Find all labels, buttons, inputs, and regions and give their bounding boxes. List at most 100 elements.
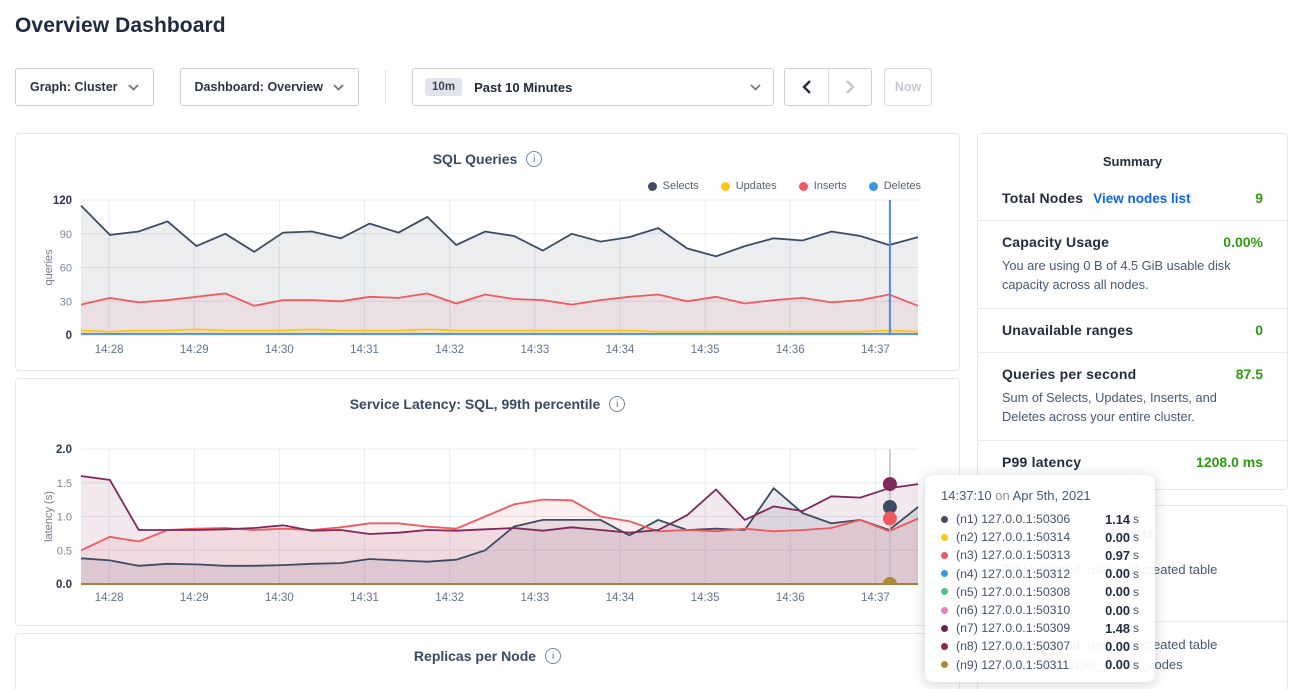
tooltip-node-row: (n9) 127.0.0.1:50311 0.00 s	[941, 656, 1139, 674]
y-tick-label: 60	[60, 263, 72, 275]
node-color-dot	[941, 606, 948, 614]
legend-item-selects[interactable]: Selects	[647, 180, 699, 192]
tooltip-node-value: 1.48	[1105, 620, 1130, 636]
y-tick-label: 2.0	[56, 444, 72, 456]
sql-queries-chart[interactable]: 14:28 14:29 14:30 14:31 14:32 14:33 14:34 14:35…	[16, 188, 961, 366]
service-latency-chart[interactable]: 14:28 14:29 14:30 14:31 14:32 14:33 14:34 14:35…	[16, 439, 961, 621]
legend-color-dot	[798, 181, 808, 191]
x-tick-label: 14:28	[95, 592, 124, 604]
tooltip-node-row: (n4) 127.0.0.1:50312 0.00 s	[941, 565, 1139, 583]
node-color-dot	[941, 624, 948, 632]
legend-item-updates[interactable]: Updates	[720, 180, 777, 192]
tooltip-node-row: (n2) 127.0.0.1:50314 0.00 s	[941, 528, 1139, 546]
tooltip-node-label: (n6) 127.0.0.1:50310	[956, 603, 1071, 618]
tooltip-node-unit: s	[1133, 548, 1139, 563]
tooltip-node-label: (n3) 127.0.0.1:50313	[956, 548, 1071, 563]
tooltip-node-row: (n5) 127.0.0.1:50308 0.00 s	[941, 583, 1139, 601]
x-tick-label: 14:37	[861, 344, 890, 356]
tooltip-node-unit: s	[1133, 530, 1139, 545]
summary-item-value: 1208.0 ms	[1196, 454, 1263, 471]
tooltip-node-value: 0.00	[1105, 529, 1130, 545]
view-nodes-list-link[interactable]: View nodes list	[1093, 191, 1191, 206]
series-line	[80, 204, 919, 258]
summary-item: P99 latency 1208.0 ms	[978, 440, 1287, 484]
chart-title: Replicas per Node	[413, 648, 537, 664]
x-tick-label: 14:35	[691, 592, 720, 604]
time-range-selector[interactable]: 10m Past 10 Minutes	[412, 68, 775, 106]
hover-data-dot	[882, 577, 897, 584]
chevron-down-icon	[333, 83, 344, 91]
summary-item-label: P99 latency	[1002, 454, 1082, 471]
hover-data-dot	[882, 500, 897, 515]
x-tick-label: 14:31	[350, 592, 379, 604]
node-color-dot	[941, 551, 948, 559]
node-color-dot	[941, 533, 948, 541]
x-tick-label: 14:35	[691, 344, 720, 356]
tooltip-node-unit: s	[1133, 566, 1139, 581]
summary-item: Capacity Usage 0.00% You are using 0 B of …	[978, 220, 1287, 308]
graph-dropdown[interactable]: Graph: Cluster	[15, 68, 154, 106]
series-line	[80, 328, 919, 333]
tooltip-node-value: 0.00	[1105, 602, 1130, 618]
x-tick-label: 14:32	[435, 344, 464, 356]
y-axis-label: latency (s)	[43, 491, 55, 542]
next-time-button[interactable]	[828, 69, 872, 105]
legend-color-dot	[868, 181, 878, 191]
x-tick-label: 14:28	[95, 344, 124, 356]
y-tick-label: 120	[53, 195, 72, 207]
chevron-down-icon	[127, 83, 139, 91]
tooltip-node-unit: s	[1133, 584, 1139, 599]
dashboard-dropdown[interactable]: Dashboard: Overview	[179, 68, 360, 106]
tooltip-node-unit: s	[1133, 639, 1139, 654]
summary-item-label: Total Nodes	[1002, 190, 1084, 206]
legend-item-deletes[interactable]: Deletes	[868, 180, 921, 192]
dashboard-dropdown-label: Dashboard: Overview	[194, 80, 324, 94]
summary-item-label: Unavailable ranges	[1002, 322, 1134, 339]
tooltip-node-row: (n3) 127.0.0.1:50313 0.97 s	[941, 546, 1139, 564]
time-range-badge: 10m	[425, 78, 463, 96]
now-button[interactable]: Now	[884, 68, 933, 106]
summary-item-value: 0.00%	[1223, 234, 1263, 250]
dashboard-controls: Graph: Cluster Dashboard: Overview 10m P…	[15, 68, 933, 106]
tooltip-node-label: (n9) 127.0.0.1:50311	[956, 657, 1070, 672]
chevron-left-icon	[802, 80, 811, 94]
prev-time-button[interactable]	[785, 69, 829, 105]
legend-item-inserts[interactable]: Inserts	[798, 180, 847, 192]
chart-tooltip: 14:37:10 on Apr 5th, 2021 (n1) 127.0.0.1…	[925, 475, 1155, 682]
tooltip-node-row: (n8) 127.0.0.1:50307 0.00 s	[941, 637, 1139, 655]
x-tick-label: 14:33	[520, 344, 549, 356]
tooltip-node-value: 0.00	[1105, 638, 1130, 654]
summary-item-row: Total Nodes View nodes list 9	[1002, 190, 1263, 206]
info-icon[interactable]: i	[609, 396, 626, 412]
chevron-right-icon	[845, 80, 855, 94]
tooltip-node-value: 1.14	[1105, 511, 1130, 527]
x-tick-label: 14:36	[776, 592, 805, 604]
x-tick-label: 14:31	[350, 344, 379, 356]
x-tick-label: 14:29	[180, 344, 209, 356]
y-tick-label: 1.0	[57, 512, 72, 524]
graph-dropdown-label: Graph: Cluster	[30, 80, 118, 94]
legend-color-dot	[647, 181, 657, 191]
tooltip-node-value: 0.97	[1105, 547, 1130, 563]
summary-item: Unavailable ranges 0	[978, 308, 1287, 352]
x-tick-label: 14:30	[265, 592, 294, 604]
y-tick-label: 0.0	[56, 579, 72, 591]
info-icon[interactable]: i	[545, 648, 562, 664]
tooltip-node-label: (n2) 127.0.0.1:50314	[956, 530, 1071, 545]
chart-legend: Selects Updates Inserts Deletes	[626, 180, 921, 192]
summary-item-description: Sum of Selects, Updates, Inserts, and De…	[1002, 390, 1217, 424]
y-tick-label: 1.5	[57, 478, 72, 490]
node-color-dot	[941, 661, 948, 669]
summary-item-label: Capacity Usage	[1002, 234, 1110, 250]
tooltip-node-unit: s	[1133, 657, 1139, 672]
time-step-buttons	[784, 68, 873, 106]
info-icon[interactable]: i	[526, 151, 543, 167]
tooltip-node-label: (n7) 127.0.0.1:50309	[956, 621, 1071, 636]
tooltip-node-label: (n8) 127.0.0.1:50307	[956, 639, 1071, 654]
y-axis-label: queries	[43, 249, 55, 286]
y-tick-label: 0.5	[57, 545, 72, 557]
legend-label: Updates	[735, 180, 777, 192]
x-tick-label: 14:33	[520, 592, 549, 604]
tooltip-node-row: (n1) 127.0.0.1:50306 1.14 s	[941, 510, 1139, 528]
summary-item-value: 0	[1255, 322, 1263, 339]
